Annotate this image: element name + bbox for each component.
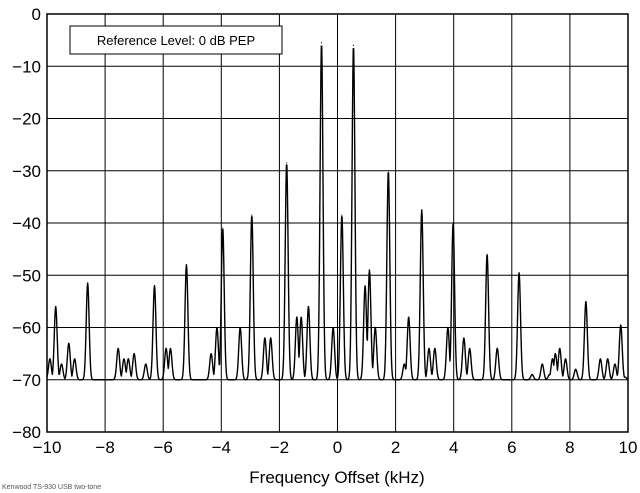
spectrum-peak-point xyxy=(133,353,135,355)
spectrum-peak-point xyxy=(607,358,609,360)
spectrum-peak-point xyxy=(332,326,334,329)
spectrum-peak-point xyxy=(145,363,147,365)
spectrum-peak-point xyxy=(73,358,76,360)
plot-frame xyxy=(46,13,629,433)
x-tick-label: 8 xyxy=(565,438,574,457)
spectrum-peak-point xyxy=(153,285,156,287)
spectrum-peak-point xyxy=(614,363,616,365)
spectrum-trace xyxy=(46,45,629,381)
y-tick-label: −10 xyxy=(12,57,41,76)
spectrum-peak-point xyxy=(210,353,212,355)
spectrum-peak-point xyxy=(68,342,70,344)
y-tick-label: −50 xyxy=(12,266,41,285)
x-tick-label: −2 xyxy=(270,438,289,457)
spectrum-peak-point xyxy=(620,324,622,326)
x-tick-label: −8 xyxy=(95,438,114,457)
spectrum-peak-point xyxy=(434,347,436,349)
x-tick-label: −10 xyxy=(33,438,62,457)
spectrum-peak-point xyxy=(185,264,188,266)
x-axis-title: Frequency Offset (kHz) xyxy=(249,468,424,487)
spectrum-peak-point xyxy=(307,306,310,308)
spectrum-peak-point xyxy=(585,300,587,302)
reference-level-label: Reference Level: 0 dB PEP xyxy=(97,33,255,48)
spectrum-peak-point xyxy=(127,358,129,360)
tick-labels: −10 −8 −6 −4 −2 0 2 4 6 8 100−10−20−30−40−50−60−70… xyxy=(12,5,637,457)
x-tick-label: 0 xyxy=(333,438,342,457)
x-tick-label: 4 xyxy=(449,438,458,457)
y-tick-label: 0 xyxy=(32,5,41,24)
spectrum-peak-point xyxy=(222,227,224,229)
spectrum-peak-point xyxy=(421,209,423,211)
y-tick-label: −80 xyxy=(12,423,41,442)
annotation-box: Reference Level: 0 dB PEP xyxy=(69,25,283,55)
y-tick-label: −40 xyxy=(12,214,41,233)
spectrum-peak-point xyxy=(624,376,626,378)
x-tick-label: 10 xyxy=(619,438,638,457)
x-tick-label: 2 xyxy=(391,438,400,457)
spectrum-peak-point xyxy=(548,373,551,376)
spectrum-peak-point xyxy=(296,316,298,318)
spectrum-peak-point xyxy=(216,326,218,329)
spectrum-peak-point xyxy=(117,347,119,349)
spectrum-peak-point xyxy=(447,326,449,329)
spectrum-peak-point xyxy=(286,162,288,164)
x-tick-label: −4 xyxy=(212,438,231,457)
spectrum-peak-point xyxy=(374,326,376,329)
spectrum-peak-point xyxy=(551,358,554,360)
y-tick-label: −20 xyxy=(12,110,41,129)
spectrum-peak-point xyxy=(87,282,89,284)
spectrum-peak-point xyxy=(463,337,465,339)
spectrum-peak-point xyxy=(387,170,389,172)
spectrum-peak-point xyxy=(60,363,63,365)
y-tick-label: −70 xyxy=(12,371,41,390)
spectrum-peak-point xyxy=(559,347,561,349)
spectrum-peak-point xyxy=(341,214,343,216)
spectrum-peak-point xyxy=(300,316,302,318)
spectrum-peak-point xyxy=(469,347,471,349)
spectrum-peak-point xyxy=(270,337,272,339)
spectrum-peak-point xyxy=(364,285,366,287)
spectrum-peak-point xyxy=(251,214,253,216)
spectrum-peak-point xyxy=(169,347,172,349)
spectrum-peak-point xyxy=(518,272,520,274)
spectrum-peak-point xyxy=(123,358,125,360)
spectrum-peak-point xyxy=(496,347,498,349)
spectrum-peak-point xyxy=(408,316,410,318)
spectrum-peak-point xyxy=(49,358,51,360)
spectrum-peak-point xyxy=(554,353,556,355)
spectrum-peak-point xyxy=(403,363,405,365)
spectrum-peak-point xyxy=(368,269,371,271)
footer-note: Kenwood TS-930 USB two-tone xyxy=(2,484,102,491)
reference-level-box xyxy=(69,25,283,55)
spectrum-peak-point xyxy=(564,358,567,360)
spectrum-peak-point xyxy=(239,326,241,329)
spectrum-peak-point xyxy=(264,337,266,339)
spectrum-peak-point xyxy=(452,222,454,224)
spectrum-peak-point xyxy=(541,363,543,365)
spectrum-peak-point xyxy=(428,347,430,349)
y-tick-label: −60 xyxy=(12,319,41,338)
x-tick-label: −6 xyxy=(154,438,173,457)
spectrum-trace-group xyxy=(46,42,629,381)
spectrum-peak-point xyxy=(599,358,602,360)
spectrum-peak-point xyxy=(165,347,167,349)
spectrum-peak-point xyxy=(486,253,488,255)
spectrum-peak-point xyxy=(320,42,323,44)
spectrum-peak-point xyxy=(531,373,533,376)
spectrum-peak-point xyxy=(352,44,355,46)
x-tick-label: 6 xyxy=(507,438,516,457)
spectrum-peak-point xyxy=(55,306,57,308)
y-tick-label: −30 xyxy=(12,162,41,181)
spectrum-peak-point xyxy=(575,368,577,370)
